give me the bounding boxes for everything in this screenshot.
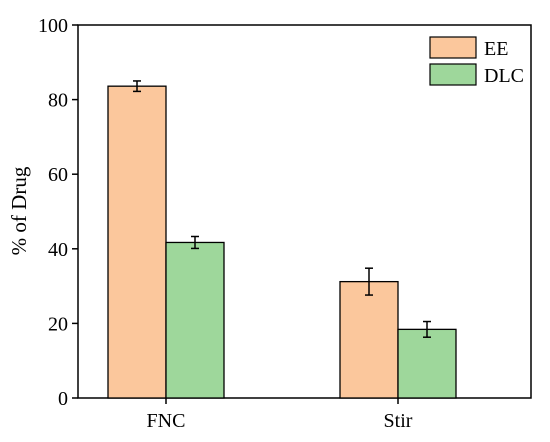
legend-swatch-ee — [429, 36, 477, 59]
legend-swatch-dlc — [429, 63, 477, 86]
legend-label-ee: EE — [484, 38, 508, 60]
y-tick-label: 40 — [48, 239, 68, 261]
bar-ee-stir — [339, 280, 399, 399]
x-tick-label: Stir — [384, 410, 413, 432]
bar-ee-fnc — [107, 85, 167, 399]
y-tick-label: 100 — [38, 15, 68, 37]
x-axis-ticks: FNC Stir — [147, 398, 413, 432]
y-tick-label: 80 — [48, 90, 68, 112]
bars — [107, 80, 457, 399]
bar-dlc-fnc — [165, 241, 225, 399]
bar-dlc-stir — [397, 328, 457, 399]
plot-frame — [77, 24, 532, 399]
y-tick-label: 20 — [48, 313, 68, 335]
legend-label-dlc: DLC — [484, 65, 524, 87]
x-tick-label: FNC — [147, 410, 186, 432]
legend: EE DLC — [429, 36, 524, 87]
y-axis-title: % of Drug — [7, 166, 31, 255]
y-tick-label: 0 — [58, 388, 68, 410]
y-axis-ticks: 0 20 40 60 80 100 — [38, 15, 78, 410]
y-tick-label: 60 — [48, 164, 68, 186]
